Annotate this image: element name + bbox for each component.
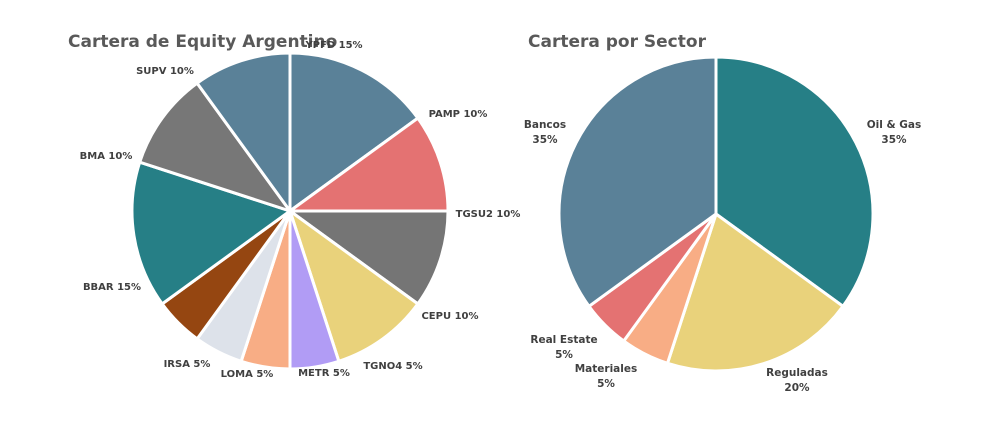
slice-label-supv: SUPV 10% [136, 66, 194, 77]
slice-label-oil-gas: Oil & Gas 35% [867, 119, 922, 146]
slice-label-tgno4: TGNO4 5% [363, 361, 422, 372]
slice-label-bma: BMA 10% [80, 151, 133, 162]
equity-chart-title: Cartera de Equity Argentino [68, 32, 337, 52]
pie-slice-tgsu2 [285, 209, 450, 306]
slice-label-bancos: Bancos 35% [524, 119, 566, 146]
pie-slice-pamp [285, 116, 450, 213]
slice-label-reguladas: Reguladas 20% [766, 367, 828, 394]
slice-label-real-estate: Real Estate 5% [530, 334, 597, 361]
sector-pie-chart: Cartera por Sector Oil & Gas 35% Reguladas… [524, 32, 921, 394]
pie-slice-supv [195, 51, 292, 216]
pie-slice-reguladas [665, 211, 846, 373]
slice-label-bbar: BBAR 15% [83, 282, 141, 293]
equity-pie-chart: Cartera de Equity Argentino YPFD 15% PAMP… [68, 32, 520, 380]
slice-label-cepu: CEPU 10% [421, 311, 478, 322]
slice-label-loma: LOMA 5% [221, 369, 274, 380]
slice-label-materiales: Materiales 5% [575, 363, 638, 390]
slice-label-pamp: PAMP 10% [429, 109, 488, 120]
pie-slice-ypfd [288, 51, 420, 214]
slice-label-ypfd: YPFD 15% [304, 40, 362, 51]
pie-slice-bbar [130, 160, 294, 306]
pie-slice-oil-gas [714, 55, 875, 309]
pie-slice-bma [137, 81, 294, 214]
slice-label-tgsu2: TGSU2 10% [456, 209, 521, 220]
pie-slice-bancos [557, 55, 718, 309]
slice-label-irsa: IRSA 5% [164, 359, 211, 370]
pie-slice-cepu [287, 207, 420, 364]
sector-chart-title: Cartera por Sector [528, 32, 707, 52]
slice-label-metr: METR 5% [298, 368, 350, 379]
